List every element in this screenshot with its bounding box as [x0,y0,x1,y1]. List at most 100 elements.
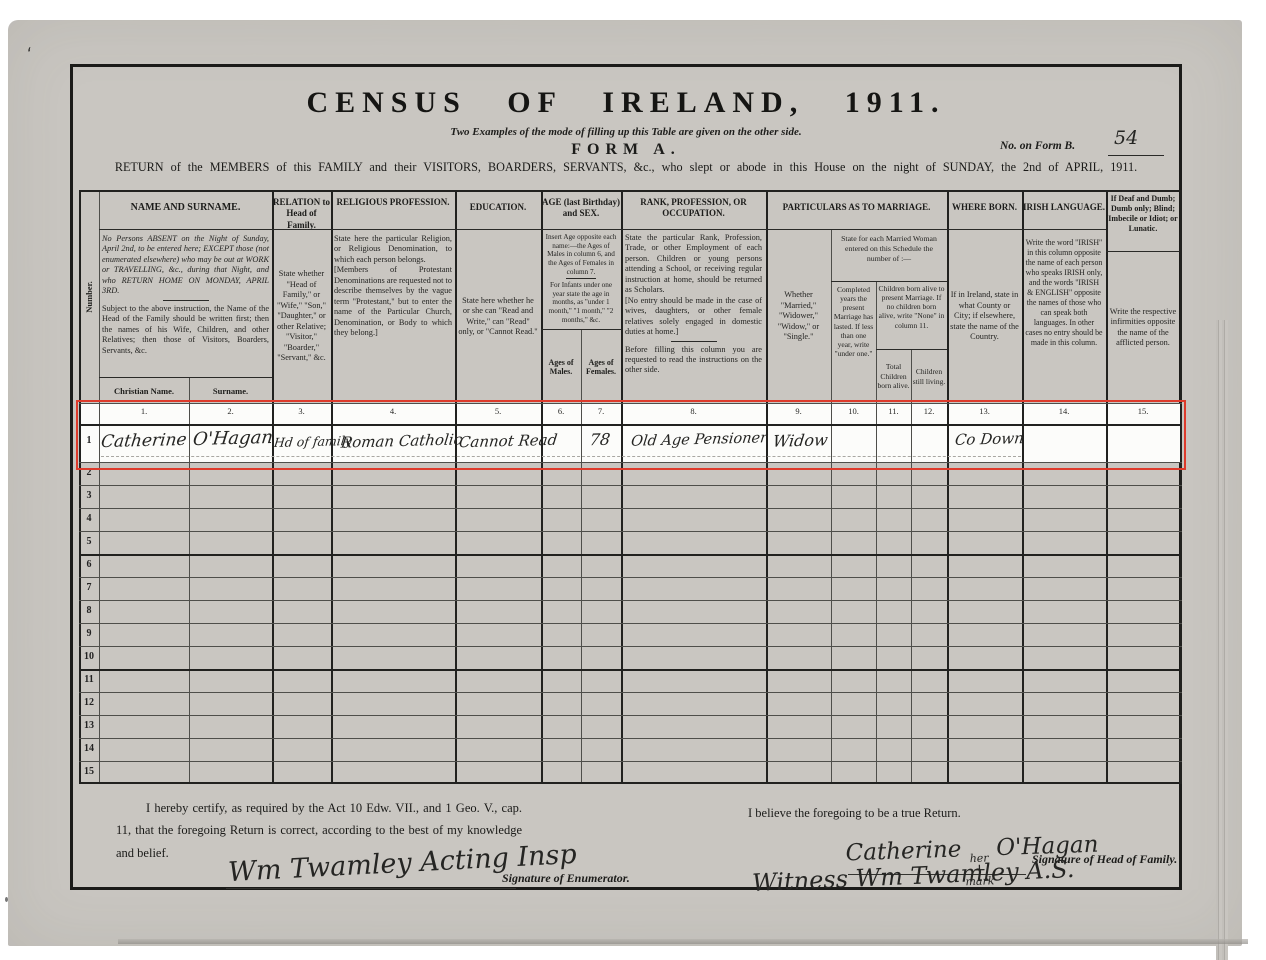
row-number-label: 5 [86,536,92,547]
return-statement: RETURN of the MEMBERS of this FAMILY and… [114,160,1138,174]
col-where-born-title: WHERE BORN. [947,190,1022,230]
row-number-label: 11 [84,674,94,685]
grid-vline [876,282,877,784]
census-table: 1. 2. 3. 4. 5. 6. 7. 8. 9. 10. 11. 12. 13. 14. 15. 1 2 3 4… [76,190,1186,784]
grid-vline [1180,190,1182,784]
grid-vline [99,190,100,784]
column-number-label: 3. [298,406,305,416]
column-number-label: 7. [597,406,605,416]
col-infirmity-instruction: Write the respective infirmities opposit… [1109,306,1177,347]
col-marriage-title: PARTICULARS AS TO MARRIAGE. [766,190,947,230]
column-number-label: 9. [795,406,802,416]
column-number-label: 10. [848,406,859,416]
religion-instruction-1: State here the particular Religion, or R… [334,234,452,264]
col-name-instruction: No Persons ABSENT on the Night of Sunday… [99,230,272,378]
scan-speck [5,897,8,902]
grid-vline [947,190,949,784]
instruction-separator [162,299,209,301]
col-ages-females-subhead: Ages of Females. [586,357,616,376]
col-name-title: NAME AND SURNAME. [99,190,272,230]
col-infirmity-title: If Deaf and Dumb; Dumb only; Blind; Imbe… [1106,190,1180,252]
grid-hline [79,190,1182,192]
form-title: CENSUS OF IRELAND, 1911. [306,86,946,119]
grid-vline [621,190,623,784]
name-instruction-2: Subject to the above instruction, the Na… [102,303,269,355]
married-woman-note: State for each Married Woman entered on … [831,230,947,282]
column-number-label: 15. [1137,406,1149,416]
head-signature-label: Signature of Head of Family. [1032,852,1178,866]
col-relation-title: RELATION to Head of Family. [272,190,331,230]
col-marriage-status-instruction: Whether "Married," "Widower," "Widow," o… [777,290,820,342]
grid-vline [911,350,912,784]
rank-instruction-1: State the particular Rank, Profession, T… [625,233,762,295]
row-number-label: 8 [86,605,92,616]
paper-sheet [8,20,1248,960]
head-signature-underline [848,874,1026,875]
col-children-total-subhead: Total Children born alive. [877,362,910,391]
row-number-label: 1 [86,435,92,446]
grid-hline [79,403,1182,404]
row-number-label: 14 [84,743,94,754]
page-stack-right-edge [1216,320,1228,960]
column-number-label: 2. [227,406,234,416]
col-religion-instruction: State here the particular Religion, or R… [331,230,455,403]
grid-hline [79,600,1182,601]
column-number-label: 5. [494,406,502,416]
grid-vline [1106,190,1108,784]
form-subtitle: Two Examples of the mode of filling up t… [450,126,802,138]
grid-hline [79,738,1182,739]
row-number-label: 10 [84,651,94,662]
grid-vline [541,190,543,784]
col-education-title: EDUCATION. [455,190,541,230]
grid-vline [1022,190,1024,784]
form-name: FORM A. [571,141,681,158]
col-ages-males-subhead: Ages of Males. [548,357,574,376]
grid-vline [331,190,333,784]
grid-hline [79,462,1182,463]
grid-hline [79,485,1182,486]
grid-vline [766,190,768,784]
grid-hline [79,669,1182,671]
column-number-label: 14. [1058,406,1070,416]
grid-hline [79,508,1182,509]
column-number-label: 8. [690,406,697,416]
grid-vline [272,190,274,784]
enumerator-certification-text: I hereby certify, as required by the Act… [116,801,522,860]
children-born-note: Children born alive to present Marriage.… [876,282,947,350]
religion-instruction-2: [Members of Protestant Denominations are… [334,265,452,338]
grid-vline [189,378,190,784]
grid-hline [79,715,1182,716]
rank-instruction-3: Before filling this column you are reque… [625,344,762,375]
row-number-label: 7 [86,582,92,593]
col-rank-title: RANK, PROFESSION, OR OCCUPATION. [621,190,766,230]
grid-hline [79,782,1182,784]
col-age-instruction: Insert Age opposite each name:—the Ages … [541,230,621,330]
row-number-label: 6 [86,559,92,570]
highlight-white-band [79,403,1181,462]
column-number-label: 11. [888,406,899,416]
row-number-label: 9 [86,628,92,639]
row-number-label: 4 [86,513,92,524]
row1-writing-baseline [101,456,1021,457]
row1-highlight-box [76,400,1186,470]
column-number-label: 12. [923,406,935,416]
grid-hline [79,761,1182,762]
number-column-header: Number. [84,280,95,313]
col-religion-title: RELIGIOUS PROFESSION. [331,190,455,230]
grid-hline [79,554,1182,556]
col-age-title: AGE (last Birthday) and SEX. [541,190,621,230]
col-education-instruction: State here whether he or she can "Read a… [458,295,538,336]
column-number-label: 6. [557,406,565,416]
row-number-label: 13 [84,720,94,731]
grid-hline [79,531,1182,532]
col-years-married-instruction: Completed years the present Marriage has… [833,285,874,358]
instruction-separator [670,340,717,342]
form-b-number-underline [1108,155,1164,156]
head-declaration-text: I believe the foregoing to be a true Ret… [748,806,961,820]
grid-hline [79,424,1182,426]
col-rank-instruction: State the particular Rank, Profession, T… [621,230,766,403]
col-where-born-instruction: If in Ireland, state in what County or C… [950,290,1019,342]
form-b-number-value: 54 [1114,127,1139,149]
grid-vline [831,230,832,784]
